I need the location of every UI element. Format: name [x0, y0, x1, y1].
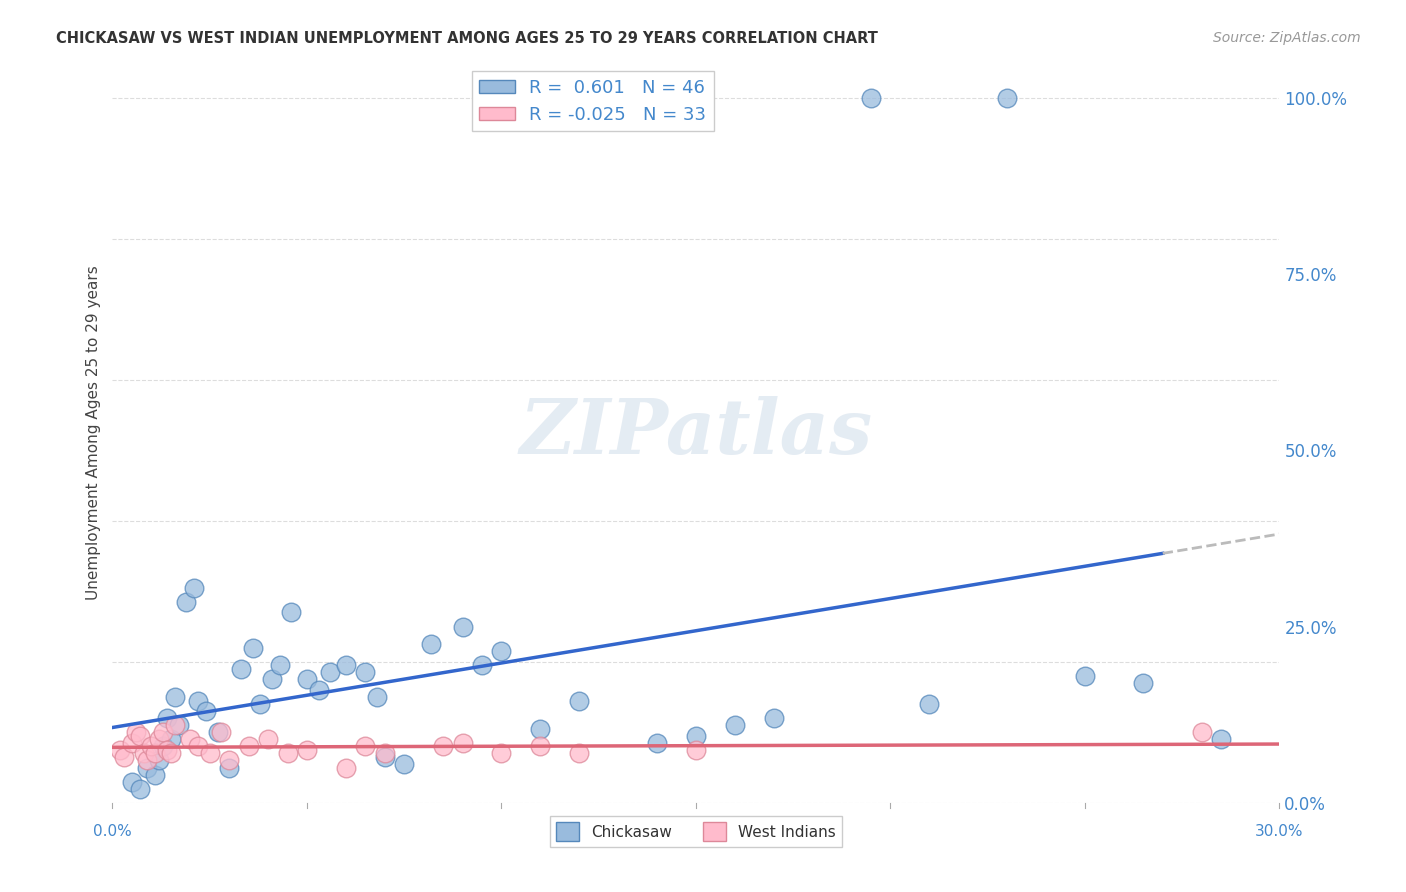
Point: [568, 693, 591, 707]
Text: CHICKASAW VS WEST INDIAN UNEMPLOYMENT AMONG AGES 25 TO 29 YEARS CORRELATION CHAR: CHICKASAW VS WEST INDIAN UNEMPLOYMENT AM…: [56, 31, 879, 46]
Point: [1074, 669, 1097, 683]
Point: [685, 743, 707, 757]
Point: [163, 718, 186, 732]
Point: [209, 725, 232, 739]
Point: [176, 595, 198, 609]
Point: [183, 581, 205, 595]
Point: [148, 732, 170, 747]
Point: [160, 732, 183, 747]
Point: [198, 747, 221, 761]
Point: [308, 683, 330, 698]
Point: [194, 704, 217, 718]
Point: [125, 725, 148, 739]
Point: [152, 725, 174, 739]
Point: [121, 774, 143, 789]
Point: [335, 658, 357, 673]
Text: ZIPatlas: ZIPatlas: [519, 396, 873, 469]
Point: [568, 747, 591, 761]
Point: [167, 718, 190, 732]
Point: [112, 750, 135, 764]
Point: [132, 747, 155, 761]
Point: [152, 739, 174, 754]
Point: [366, 690, 388, 704]
Point: [762, 711, 785, 725]
Point: [374, 747, 396, 761]
Point: [432, 739, 454, 754]
Point: [354, 665, 377, 680]
Point: [148, 754, 170, 768]
Point: [280, 606, 302, 620]
Point: [491, 644, 513, 658]
Point: [420, 637, 443, 651]
Point: [238, 739, 260, 754]
Point: [136, 760, 159, 774]
Point: [136, 754, 159, 768]
Point: [394, 757, 416, 772]
Point: [156, 711, 179, 725]
Point: [257, 732, 280, 747]
Point: [451, 619, 474, 633]
Point: [319, 665, 342, 680]
Point: [128, 729, 150, 743]
Point: [354, 739, 377, 754]
Point: [249, 697, 271, 711]
Point: [207, 725, 229, 739]
Point: [187, 693, 209, 707]
Point: [229, 662, 252, 676]
Point: [160, 747, 183, 761]
Point: [918, 697, 941, 711]
Point: [143, 747, 166, 761]
Point: [260, 673, 283, 687]
Text: Source: ZipAtlas.com: Source: ZipAtlas.com: [1213, 31, 1361, 45]
Point: [276, 747, 298, 761]
Point: [269, 658, 291, 673]
Point: [295, 673, 318, 687]
Point: [724, 718, 747, 732]
Point: [491, 747, 513, 761]
Point: [187, 739, 209, 754]
Text: 0.0%: 0.0%: [93, 824, 132, 839]
Point: [529, 739, 551, 754]
Point: [110, 743, 132, 757]
Point: [218, 760, 240, 774]
Point: [156, 743, 179, 757]
Point: [141, 739, 163, 754]
Point: [1191, 725, 1213, 739]
Legend: Chickasaw, West Indians: Chickasaw, West Indians: [550, 816, 842, 847]
Point: [860, 91, 883, 105]
Point: [1209, 732, 1232, 747]
Point: [218, 754, 240, 768]
Point: [529, 722, 551, 736]
Point: [471, 658, 494, 673]
Point: [995, 91, 1018, 105]
Point: [143, 767, 166, 781]
Point: [128, 781, 150, 796]
Point: [242, 640, 264, 655]
Point: [295, 743, 318, 757]
Point: [163, 690, 186, 704]
Point: [374, 750, 396, 764]
Point: [685, 729, 707, 743]
Point: [179, 732, 201, 747]
Point: [1132, 676, 1154, 690]
Point: [335, 760, 357, 774]
Point: [121, 736, 143, 750]
Point: [645, 736, 668, 750]
Text: 30.0%: 30.0%: [1256, 824, 1303, 839]
Point: [451, 736, 474, 750]
Y-axis label: Unemployment Among Ages 25 to 29 years: Unemployment Among Ages 25 to 29 years: [86, 265, 101, 600]
